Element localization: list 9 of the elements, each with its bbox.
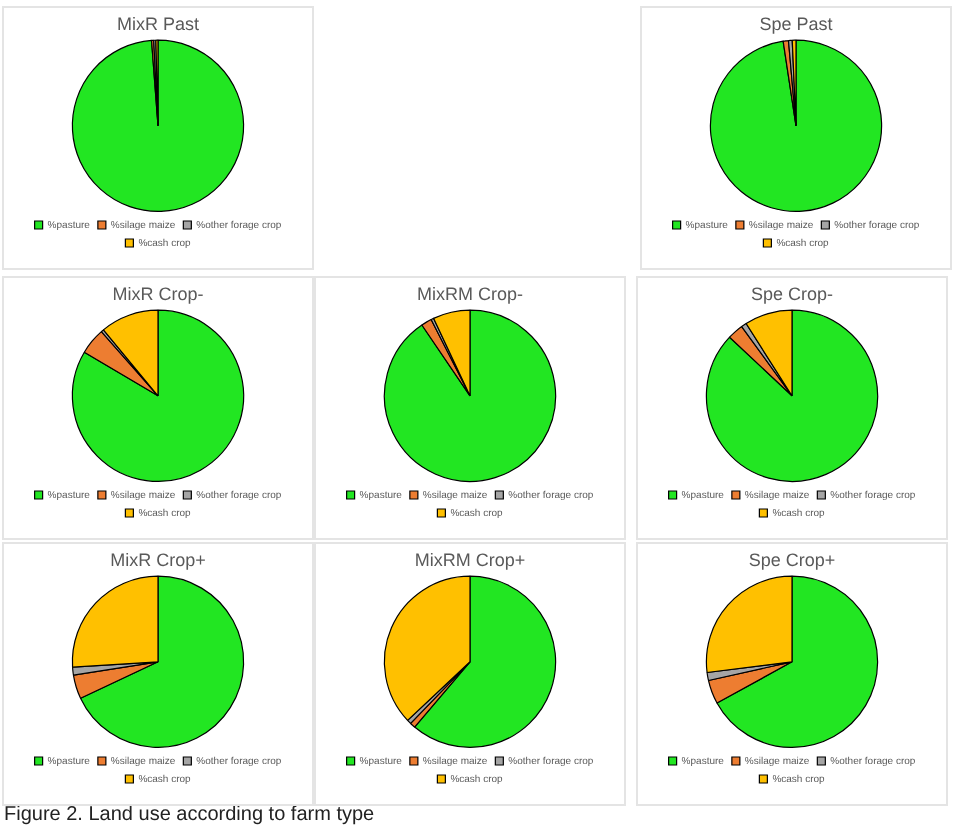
chart-title: MixR Crop+	[110, 549, 206, 570]
chart-title: Spe Crop-	[750, 283, 834, 304]
chart-title: Spe Crop+	[748, 549, 836, 570]
caption: Figure 2. Land use according to farm type	[4, 804, 375, 826]
chart-title: MixR Past	[116, 13, 200, 34]
chart-title: MixR Crop-	[112, 283, 204, 304]
chart-title: MixRM Crop+	[414, 549, 526, 570]
chart-title: Spe Past	[759, 13, 834, 34]
chart-title: MixRM Crop-	[417, 283, 523, 304]
